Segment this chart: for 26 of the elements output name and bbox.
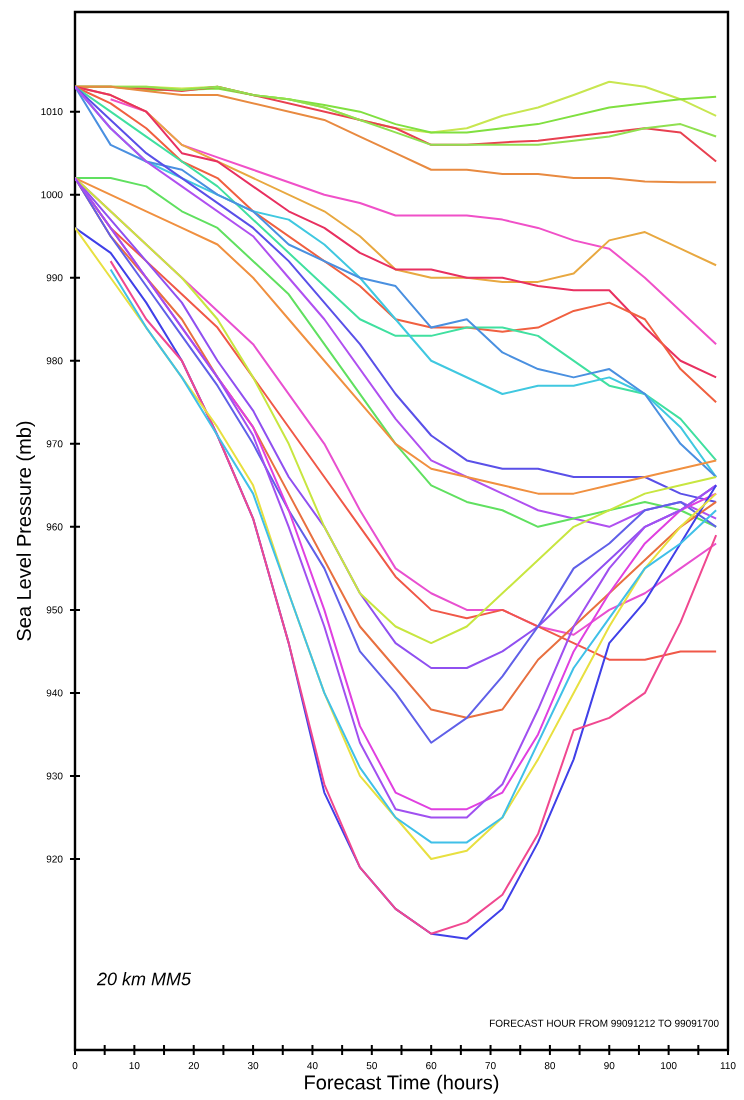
x-tick-label: 110 xyxy=(720,1062,736,1070)
x-tick-label: 30 xyxy=(247,1062,259,1070)
y-tick-label: 980 xyxy=(46,357,63,365)
x-axis-title: Forecast Time (hours) xyxy=(305,1074,499,1094)
annotation: 20 km MM5 xyxy=(96,972,192,986)
x-tick-label: 10 xyxy=(129,1062,140,1070)
x-tick-label: 60 xyxy=(426,1062,437,1070)
x-tick-label: 100 xyxy=(661,1062,677,1070)
y-tick-label: 970 xyxy=(46,440,63,448)
x-tick-label: 80 xyxy=(544,1062,556,1070)
x-tick-label: 40 xyxy=(307,1062,318,1070)
y-tick-label: 990 xyxy=(46,274,63,282)
y-tick-label: 1000 xyxy=(41,191,63,199)
x-tick-label: 0 xyxy=(72,1062,78,1070)
y-tick-label: 920 xyxy=(46,855,63,863)
x-tick-label: 50 xyxy=(366,1062,377,1070)
y-tick-label: 940 xyxy=(46,689,63,697)
y-tick-label: 960 xyxy=(46,523,63,531)
x-tick-label: 70 xyxy=(485,1062,496,1070)
y-axis-title: Sea Level Pressure (mb) xyxy=(16,421,35,641)
x-tick-label: 20 xyxy=(188,1062,199,1070)
annotation: FORECAST HOUR FROM 99091212 TO 99091700 xyxy=(489,1019,719,1027)
y-tick-label: 930 xyxy=(46,772,63,780)
x-tick-label: 90 xyxy=(604,1062,615,1070)
y-tick-label: 1010 xyxy=(41,108,63,116)
y-tick-label: 950 xyxy=(46,606,63,614)
